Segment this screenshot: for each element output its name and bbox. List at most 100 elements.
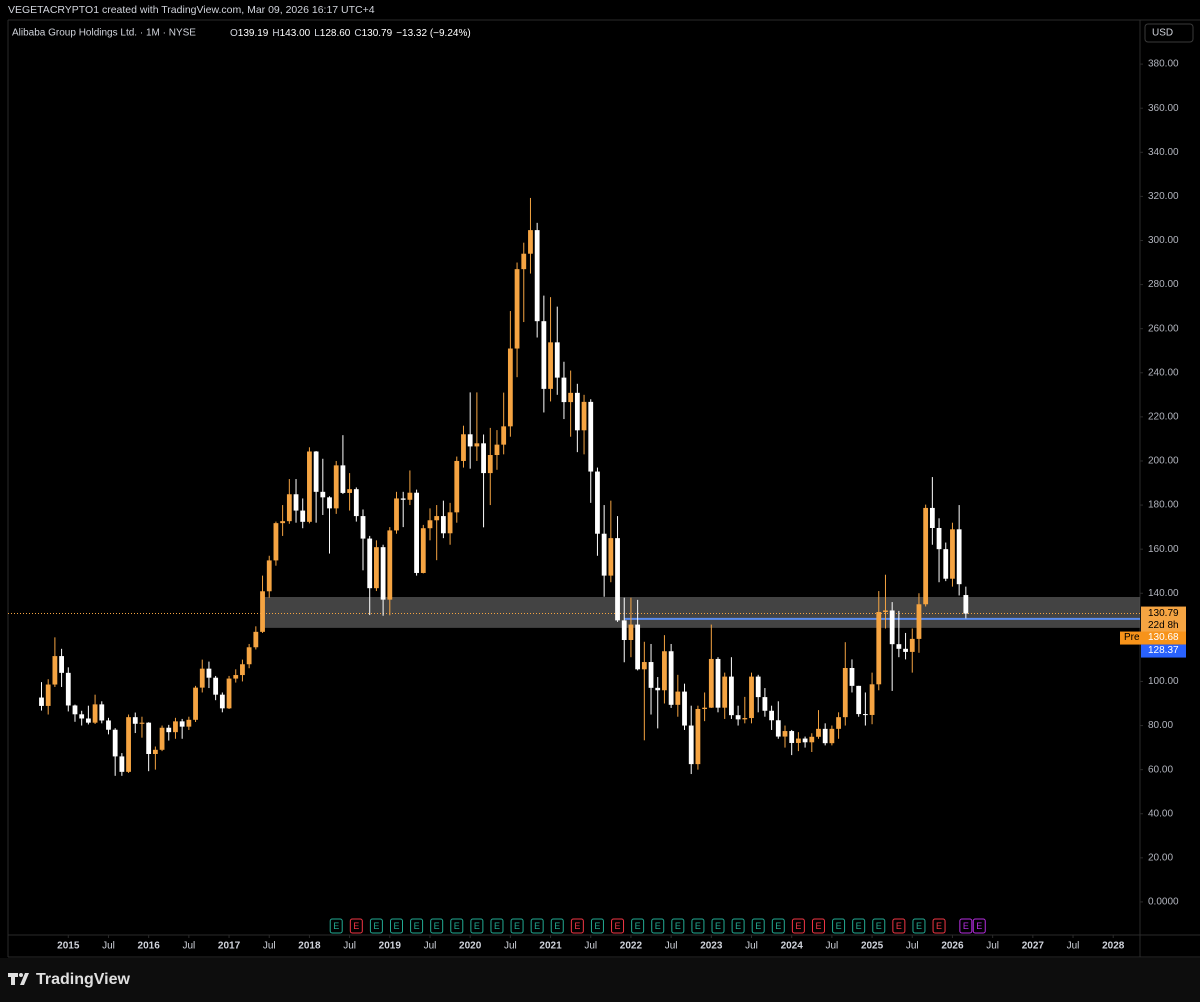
candle-body: [655, 687, 661, 691]
hline-price: 128.37: [1148, 645, 1179, 656]
candle-body: [950, 529, 955, 579]
candle-body: [420, 528, 426, 573]
y-tick-label: 60.00: [1148, 764, 1173, 775]
candle-body: [206, 668, 212, 678]
candle-body: [159, 727, 165, 750]
x-tick-label: 2028: [1102, 941, 1125, 952]
earnings-marker: [570, 918, 584, 934]
earnings-label: E: [373, 921, 379, 931]
earnings-label: E: [876, 921, 882, 931]
candle-body: [273, 523, 279, 561]
earnings-label: E: [715, 921, 721, 931]
candle-body: [474, 443, 480, 447]
candle-body: [39, 697, 44, 706]
x-tick-label: Jul: [584, 941, 597, 952]
candle-body: [682, 691, 687, 726]
candle-body: [72, 705, 78, 715]
x-tick-label: 2022: [620, 941, 643, 952]
candle-body: [628, 624, 634, 640]
premarket-price: 130.68: [1148, 632, 1179, 643]
x-tick-label: Jul: [745, 941, 758, 952]
x-tick-label: 2018: [298, 941, 321, 952]
candle-body: [883, 610, 888, 612]
candle-body: [374, 547, 379, 589]
earnings-label: E: [775, 921, 781, 931]
logo: [8, 973, 29, 985]
x-tick-label: Jul: [986, 941, 999, 952]
y-tick-label: 180.00: [1148, 500, 1179, 511]
candle-body: [943, 549, 949, 579]
y-tick-label: 260.00: [1148, 323, 1179, 334]
candle-body: [52, 656, 58, 685]
candle-body: [708, 658, 714, 708]
earnings-label: E: [836, 921, 842, 931]
earnings-label: E: [434, 921, 440, 931]
candle-body: [467, 434, 473, 447]
candle-body: [528, 230, 533, 254]
candle-body: [380, 547, 386, 600]
candle-body: [842, 667, 848, 718]
y-tick-label: 320.00: [1148, 191, 1179, 202]
candle-body: [641, 662, 647, 670]
currency[interactable]: USD: [1152, 28, 1173, 39]
y-tick-label: 140.00: [1148, 588, 1179, 599]
candle-body: [454, 460, 460, 513]
candle-body: [561, 377, 567, 403]
ohlc-value: 128.60: [320, 28, 351, 39]
y-tick-label: 360.00: [1148, 103, 1179, 114]
candle-body: [849, 667, 855, 686]
earnings-label: E: [795, 921, 801, 931]
x-tick-label: 2025: [861, 941, 884, 952]
candle-body: [173, 721, 178, 733]
x-tick-label: 2024: [781, 941, 804, 952]
x-tick-label: 2026: [941, 941, 964, 952]
x-tick-label: 2019: [379, 941, 402, 952]
earnings-label: E: [675, 921, 681, 931]
hline-badge: [1141, 644, 1186, 658]
candle-body: [253, 631, 259, 648]
candle-body: [568, 392, 574, 403]
earnings-marker: [872, 918, 886, 934]
candle-body: [675, 691, 681, 705]
candle-body: [916, 604, 922, 639]
candle-body: [407, 492, 413, 500]
ohlc-change: −13.32 (−9.24%): [396, 28, 471, 39]
y-tick-label: 100.00: [1148, 676, 1179, 687]
candle-body: [126, 717, 131, 772]
candle-body: [199, 668, 205, 688]
currency-box[interactable]: [1144, 23, 1194, 43]
candle-body: [862, 714, 868, 716]
premarket-tag: Pre: [1124, 632, 1140, 643]
earnings-marker: [470, 918, 484, 934]
candle-body: [414, 492, 419, 573]
y-tick-label: 160.00: [1148, 544, 1179, 555]
candle-body: [722, 676, 728, 708]
y-tick-label: 280.00: [1148, 279, 1179, 290]
ohlc-value: 139.19: [238, 28, 269, 39]
candle-body: [280, 521, 286, 524]
earnings-marker: [590, 918, 604, 934]
ohlc-value: 130.79: [362, 28, 393, 39]
earnings-marker: [832, 918, 846, 934]
candle-body: [353, 489, 359, 517]
candle-body: [816, 728, 821, 737]
candle-body: [514, 269, 520, 349]
x-tick-label: Jul: [665, 941, 678, 952]
candle-body: [85, 718, 91, 723]
ohlc-key: H: [272, 28, 279, 39]
earnings-marker: [912, 918, 926, 934]
x-tick-label: Jul: [825, 941, 838, 952]
candle-body: [260, 591, 265, 632]
candle-body: [340, 465, 346, 493]
premarket-badge: [1120, 631, 1186, 645]
candle-body: [889, 610, 895, 645]
candle-body: [608, 538, 614, 576]
earnings-marker: [430, 918, 444, 934]
earnings-marker: [389, 918, 403, 934]
candle-body: [106, 720, 111, 730]
last-price-label: 130.79: [1148, 608, 1179, 619]
y-tick-label: 240.00: [1148, 367, 1179, 378]
candle-body: [729, 676, 734, 716]
candle-body: [394, 498, 399, 531]
